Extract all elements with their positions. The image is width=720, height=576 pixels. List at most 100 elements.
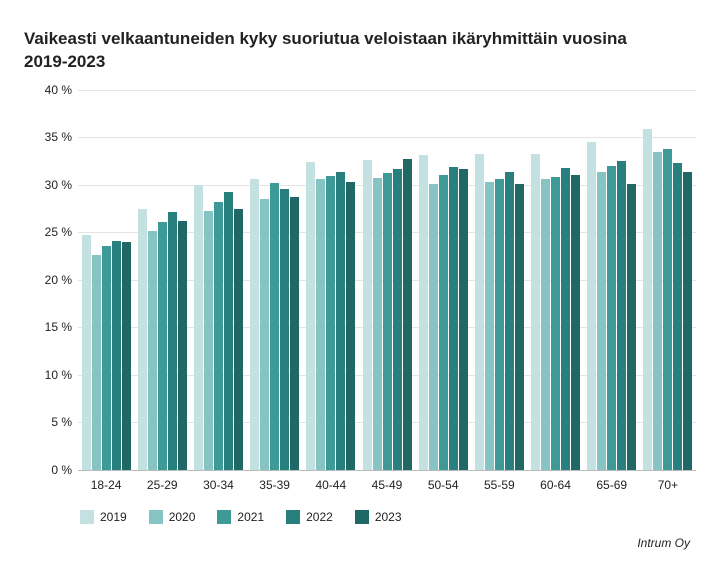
bar: [306, 162, 315, 470]
legend-item: 2019: [80, 510, 127, 524]
y-tick-label: 30 %: [45, 178, 72, 192]
y-tick-label: 25 %: [45, 225, 72, 239]
y-tick-label: 10 %: [45, 368, 72, 382]
y-tick-label: 0 %: [51, 463, 72, 477]
bar: [449, 167, 458, 470]
legend-swatch: [80, 510, 94, 524]
bar: [214, 202, 223, 470]
bar-group: [531, 154, 580, 470]
bar: [194, 185, 203, 470]
x-tick-label: 45-49: [372, 478, 403, 492]
bar: [138, 209, 147, 470]
bar: [551, 177, 560, 470]
legend-swatch: [217, 510, 231, 524]
x-tick-label: 18-24: [91, 478, 122, 492]
bar-group: [194, 185, 243, 470]
bar: [617, 161, 626, 470]
bar: [571, 175, 580, 470]
legend-item: 2022: [286, 510, 333, 524]
bar: [204, 211, 213, 469]
legend-label: 2022: [306, 510, 333, 524]
bar: [561, 168, 570, 470]
bar-group: [419, 155, 468, 469]
bar: [643, 129, 652, 470]
bar: [158, 222, 167, 470]
bar: [541, 179, 550, 470]
bar: [597, 172, 606, 470]
bar: [531, 154, 540, 470]
x-tick-label: 60-64: [540, 478, 571, 492]
bar-group: [82, 235, 131, 470]
y-tick-label: 5 %: [51, 415, 72, 429]
legend-label: 2020: [169, 510, 196, 524]
bar: [234, 209, 243, 470]
bar: [505, 172, 514, 470]
chart-container: Vaikeasti velkaantuneiden kyky suoriutua…: [0, 0, 720, 576]
x-tick-label: 55-59: [484, 478, 515, 492]
x-axis-labels: 18-24 25-29 30-34 35-39 40-44 45-49 50-54 55-59…: [78, 472, 696, 500]
bar-group: [363, 159, 412, 470]
bar-group: [138, 209, 187, 470]
x-tick-label: 50-54: [428, 478, 459, 492]
bar: [627, 184, 636, 470]
bar: [403, 159, 412, 470]
bar-group: [250, 179, 299, 470]
attribution: Intrum Oy: [637, 536, 690, 550]
bar: [260, 199, 269, 470]
legend-label: 2021: [237, 510, 264, 524]
bar: [485, 182, 494, 470]
bar: [178, 221, 187, 470]
bar: [515, 184, 524, 470]
legend-label: 2019: [100, 510, 127, 524]
bar: [326, 176, 335, 470]
bar: [673, 163, 682, 470]
y-tick-label: 35 %: [45, 130, 72, 144]
plot-area: 0 %5 %10 %15 %20 %25 %30 %35 %40 % 18-24…: [36, 90, 696, 500]
bar: [459, 169, 468, 470]
bar-group: [306, 162, 355, 470]
bar-group: [587, 142, 636, 470]
x-tick-label: 25-29: [147, 478, 178, 492]
bar: [419, 155, 428, 469]
bar: [122, 242, 131, 470]
legend-item: 2021: [217, 510, 264, 524]
bar: [250, 179, 259, 470]
bar-group: [643, 129, 692, 470]
bar: [148, 231, 157, 469]
bar: [373, 178, 382, 470]
bar: [363, 160, 372, 470]
bar: [316, 179, 325, 470]
legend-item: 2020: [149, 510, 196, 524]
bar: [168, 212, 177, 469]
bar: [429, 184, 438, 470]
x-tick-label: 70+: [658, 478, 678, 492]
bar: [336, 172, 345, 470]
legend-swatch: [355, 510, 369, 524]
bar: [475, 154, 484, 469]
bar: [383, 173, 392, 469]
x-tick-label: 65-69: [596, 478, 627, 492]
chart-title: Vaikeasti velkaantuneiden kyky suoriutua…: [24, 28, 644, 74]
bar: [224, 192, 233, 469]
bar: [270, 183, 279, 470]
y-tick-label: 20 %: [45, 273, 72, 287]
bar: [280, 189, 289, 470]
bar: [653, 152, 662, 470]
x-tick-label: 35-39: [259, 478, 290, 492]
bar: [102, 246, 111, 470]
legend-swatch: [149, 510, 163, 524]
bar: [607, 166, 616, 470]
bar: [92, 255, 101, 470]
y-axis: 0 %5 %10 %15 %20 %25 %30 %35 %40 %: [36, 90, 78, 470]
legend-label: 2023: [375, 510, 402, 524]
x-tick-label: 40-44: [315, 478, 346, 492]
gridline: [78, 470, 696, 471]
bar: [663, 149, 672, 470]
x-tick-label: 30-34: [203, 478, 234, 492]
bars-region: [78, 90, 696, 470]
bar: [495, 179, 504, 470]
bar: [290, 197, 299, 470]
bar: [393, 169, 402, 470]
y-tick-label: 40 %: [45, 83, 72, 97]
bar: [587, 142, 596, 470]
